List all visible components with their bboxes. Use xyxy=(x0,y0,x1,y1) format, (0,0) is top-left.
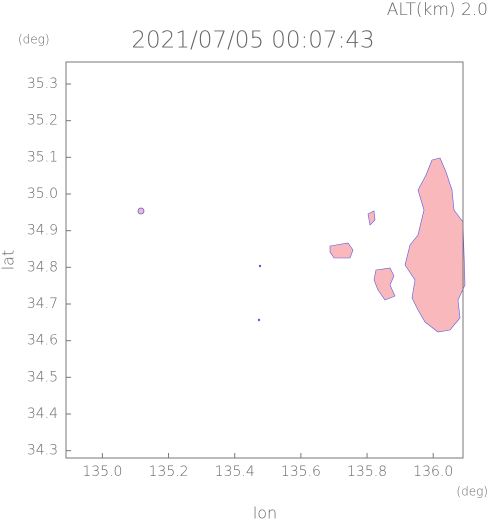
echo xyxy=(329,242,354,259)
y-tick-label: 35.3 xyxy=(27,76,58,92)
y-tick-label: 34.6 xyxy=(27,333,58,349)
echo xyxy=(404,157,466,333)
y-tick-label: 35.0 xyxy=(27,186,58,202)
y-tick-label: 34.5 xyxy=(27,369,58,385)
y-tick-label: 34.4 xyxy=(27,406,58,422)
echoes xyxy=(137,157,466,333)
plot-frame xyxy=(65,61,464,459)
altitude-label: ALT(km) 2.0 xyxy=(387,0,488,20)
x-tick-label: 135.0 xyxy=(82,464,122,480)
echo xyxy=(373,267,396,301)
x-tick-label: 135.8 xyxy=(347,464,387,480)
echo xyxy=(137,207,145,215)
echo xyxy=(258,264,262,268)
y-tick-label: 34.9 xyxy=(27,223,58,239)
x-tick-label: 135.4 xyxy=(215,464,255,480)
y-tick-label: 34.3 xyxy=(27,443,58,459)
y-tick-label: 34.7 xyxy=(27,296,58,312)
echo xyxy=(257,318,261,322)
y-tick-label: 35.2 xyxy=(27,113,58,129)
y-axis-title: lat xyxy=(0,250,18,271)
x-unit: (deg) xyxy=(456,485,488,499)
x-tick-label: 136.0 xyxy=(413,464,453,480)
chart-title: 2021/07/05 00:07:43 xyxy=(131,28,374,54)
echo xyxy=(367,210,376,226)
x-tick-label: 135.6 xyxy=(281,464,321,480)
x-axis-title: lon xyxy=(253,504,277,521)
y-unit: (deg) xyxy=(18,33,50,47)
y-tick-label: 34.8 xyxy=(27,259,58,275)
y-tick-label: 35.1 xyxy=(27,149,58,165)
x-tick-label: 135.2 xyxy=(149,464,189,480)
